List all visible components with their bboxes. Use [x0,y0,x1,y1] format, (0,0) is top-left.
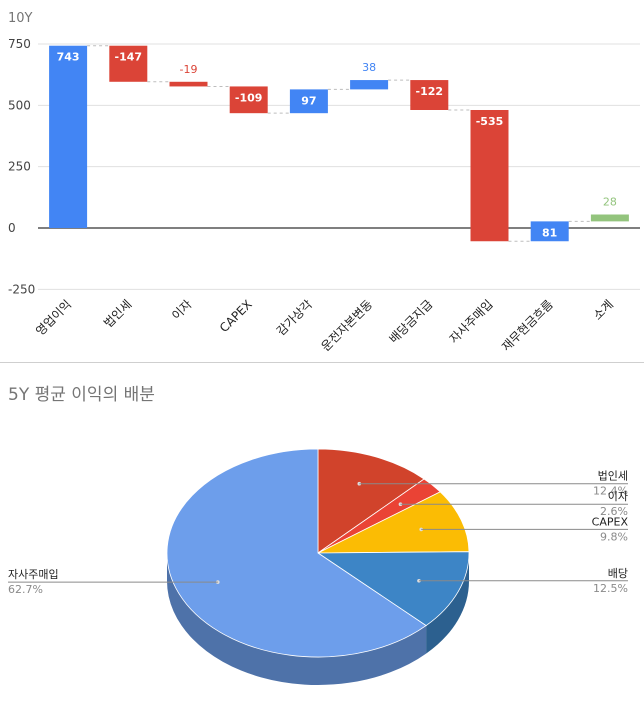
slice-label: 법인세 [598,470,628,483]
data-label: -535 [476,115,504,128]
slice-percent: 2.6% [600,505,628,518]
waterfall-bar [530,221,569,242]
category-label: 법인세 [101,297,134,330]
data-label: 38 [362,61,376,74]
pie-chart: 5Y 평균 이익의 배분 법인세 12.4%이자 2.6%CAPEX 9.8% 배당 12… [8,385,629,685]
pie-slice-side [426,553,470,654]
pie-slice [166,448,427,658]
slice-percent: 62.7% [8,583,43,596]
data-label: -109 [235,91,263,104]
pie-slice [317,448,425,554]
waterfall-bar [410,80,449,110]
waterfall-bar [289,89,328,114]
category-label: 재무현금흐름 [499,297,556,354]
y-tick-label: -250 [8,282,35,296]
category-label: 배당금지급 [386,297,435,346]
data-label: -147 [115,51,143,64]
section-divider [0,362,644,363]
waterfall-chart: 10Y -250 0 250 500 750 743 -147 -19 -109 97 38 -12… [8,11,640,354]
category-label: 영업이익 [33,297,74,338]
slice-label: 이자 [608,490,628,503]
waterfall-bar [470,109,509,242]
category-label: 자사주매입 [447,297,496,346]
waterfall-title: 10Y [8,11,33,26]
data-label: -19 [180,63,198,76]
pie-slice-side [167,553,427,685]
slice-percent: 9.8% [600,530,628,543]
slice-label: 배당 [608,567,628,580]
slice-percent: 12.5% [593,582,628,595]
y-tick-label: 0 [8,221,16,235]
pie-slice [316,551,470,627]
category-label: 감가상각 [274,297,315,338]
waterfall-bar [229,86,268,114]
data-label: -122 [416,85,444,98]
waterfall-bar [590,214,629,222]
y-tick-label: 500 [8,98,31,112]
data-label: 28 [603,196,617,209]
waterfall-bar [109,45,148,82]
slice-label: CAPEX [592,515,629,528]
waterfall-bar [350,80,389,90]
waterfall-bar [49,45,88,229]
waterfall-bar [169,81,208,87]
pie-title: 5Y 평균 이익의 배분 [8,385,155,405]
y-tick-label: 250 [8,160,31,174]
slice-label: 자사주매입 [8,568,59,581]
category-label: CAPEX [217,297,255,335]
y-tick-label: 750 [8,37,31,51]
category-label: 소계 [590,297,616,323]
slice-percent: 12.4% [593,485,628,498]
category-label: 운전자본변동 [318,297,375,354]
category-label: 이자 [169,297,195,323]
data-label: 97 [301,94,316,107]
data-label: 743 [57,51,80,64]
pie-slice [317,491,470,554]
data-label: 81 [542,226,557,239]
